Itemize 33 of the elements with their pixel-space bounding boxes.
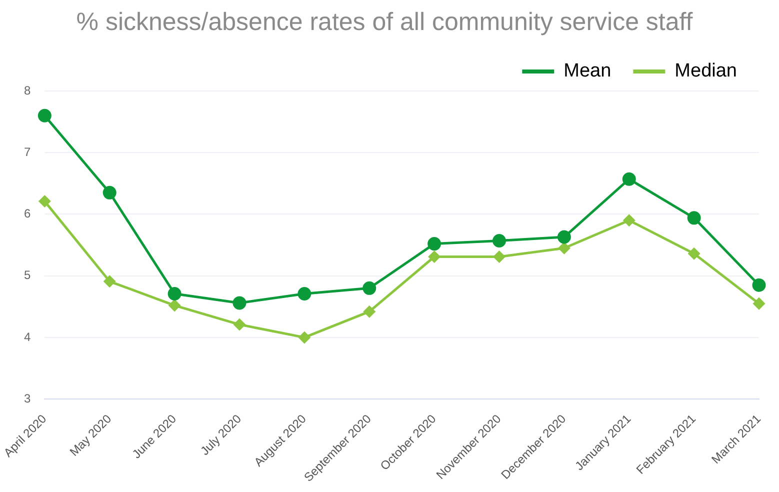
- y-tick-label: 6: [24, 206, 31, 221]
- point: [298, 286, 312, 300]
- y-tick-label: 5: [24, 268, 31, 282]
- point: [752, 278, 766, 292]
- point: [622, 172, 636, 186]
- point: [168, 300, 180, 312]
- point: [492, 234, 506, 248]
- point: [232, 296, 246, 310]
- point: [428, 250, 440, 262]
- point: [623, 214, 635, 226]
- point: [557, 230, 571, 244]
- y-tick-label: 4: [24, 330, 31, 344]
- point: [102, 186, 116, 200]
- point: [558, 242, 570, 254]
- point: [688, 248, 700, 260]
- point: [38, 108, 52, 122]
- point: [38, 196, 50, 208]
- point: [104, 276, 116, 288]
- point: [234, 318, 246, 330]
- point: [364, 306, 376, 318]
- point: [687, 211, 701, 225]
- legend-label: Median: [674, 60, 738, 82]
- point: [753, 298, 765, 310]
- y-tick-label: 3: [24, 391, 31, 406]
- y-tick-label: 7: [24, 144, 31, 159]
- y-tick-label: 8: [24, 83, 31, 98]
- chart-title: % sickness/absence rates of all community service staff: [76, 8, 693, 36]
- point: [493, 250, 505, 262]
- legend-label: Mean: [564, 60, 612, 82]
- point: [298, 332, 310, 344]
- point: [168, 286, 182, 300]
- point: [428, 237, 442, 251]
- point: [362, 281, 376, 295]
